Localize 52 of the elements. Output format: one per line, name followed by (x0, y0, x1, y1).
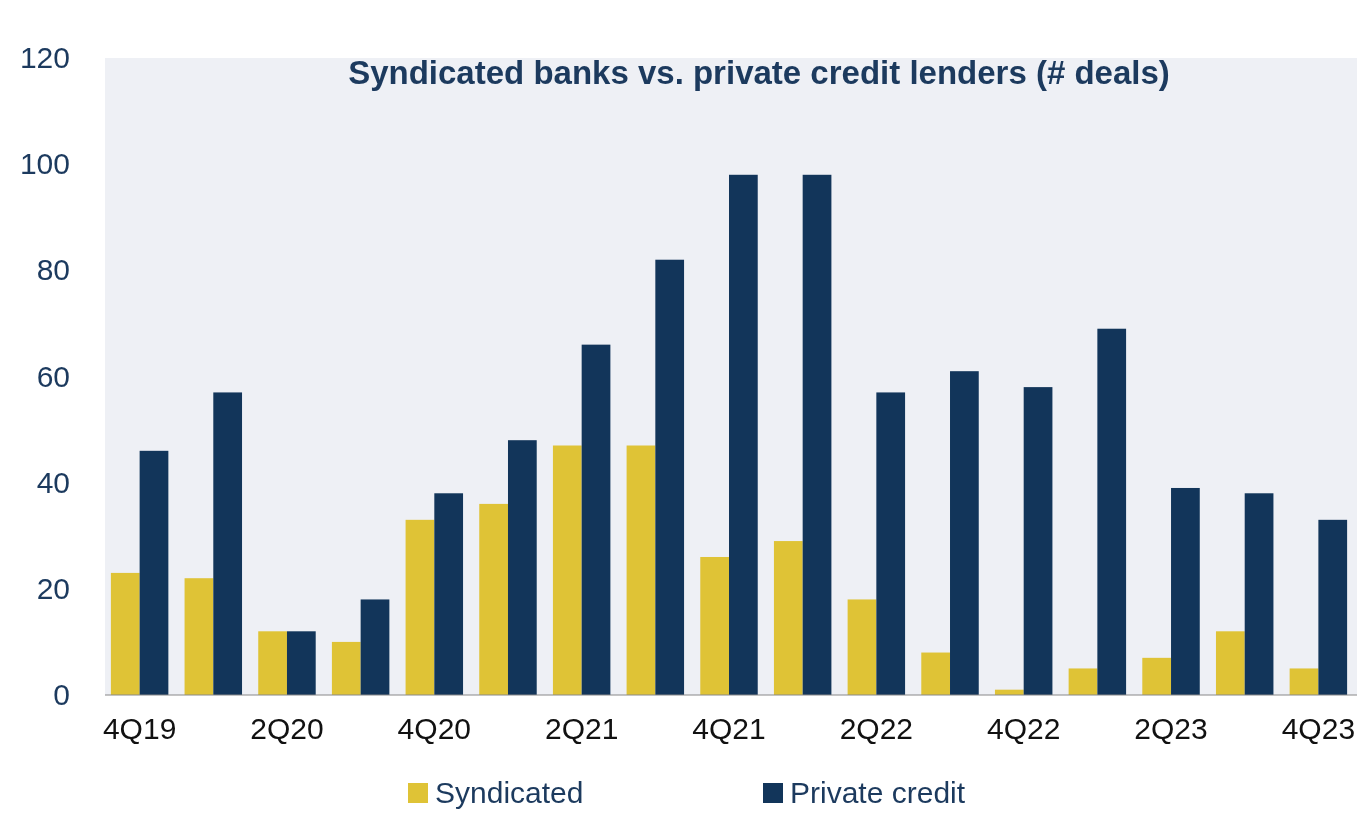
bar (802, 174, 832, 695)
bar (950, 371, 979, 695)
bar (110, 572, 140, 695)
bar (1142, 657, 1172, 695)
bar (184, 578, 214, 695)
bar (773, 541, 803, 695)
x-tick-label: 2Q23 (1134, 712, 1208, 745)
bar (1244, 493, 1274, 695)
bar (286, 631, 316, 695)
bar (360, 599, 390, 695)
bar (1068, 668, 1098, 695)
y-tick-label: 100 (19, 147, 70, 181)
x-tick-label: 2Q21 (544, 712, 619, 745)
bar (876, 392, 906, 695)
bar (847, 599, 877, 695)
x-tick-label: 4Q21 (692, 712, 766, 745)
y-tick-label: 120 (19, 41, 70, 74)
bar (1023, 387, 1053, 695)
bar (1097, 328, 1127, 695)
bar (1318, 519, 1348, 695)
x-tick-label: 2Q20 (250, 712, 324, 745)
x-tick-label: 2Q22 (839, 712, 914, 745)
x-tick-label: 4Q19 (102, 712, 177, 745)
x-tick-label: 4Q22 (986, 712, 1061, 745)
bar (139, 450, 169, 695)
bar (1171, 487, 1200, 695)
legend-label: Syndicated (435, 776, 584, 809)
legend-label: Private credit (790, 776, 966, 809)
y-tick-label: 0 (53, 678, 70, 711)
bar (258, 631, 287, 695)
bar (581, 344, 611, 695)
bar (213, 392, 243, 695)
bar (1215, 631, 1245, 695)
x-tick-label: 4Q23 (1281, 712, 1356, 745)
y-tick-label: 20 (36, 571, 70, 605)
y-tick-label: 40 (36, 465, 70, 499)
bar (921, 652, 951, 695)
x-tick-label: 4Q20 (397, 712, 472, 745)
bar (405, 519, 435, 695)
bar (507, 440, 537, 695)
bar (1289, 668, 1319, 695)
bar (552, 445, 582, 695)
bar (729, 174, 758, 695)
y-tick-label: 80 (36, 253, 70, 287)
bar (331, 641, 361, 695)
bar (479, 503, 508, 695)
bar (626, 445, 656, 695)
bar (434, 493, 464, 695)
chart-title: Syndicated banks vs. private credit lenders (# deals) (348, 54, 1170, 91)
bar (700, 556, 729, 695)
y-tick-label: 60 (36, 359, 70, 393)
bar (655, 259, 685, 695)
